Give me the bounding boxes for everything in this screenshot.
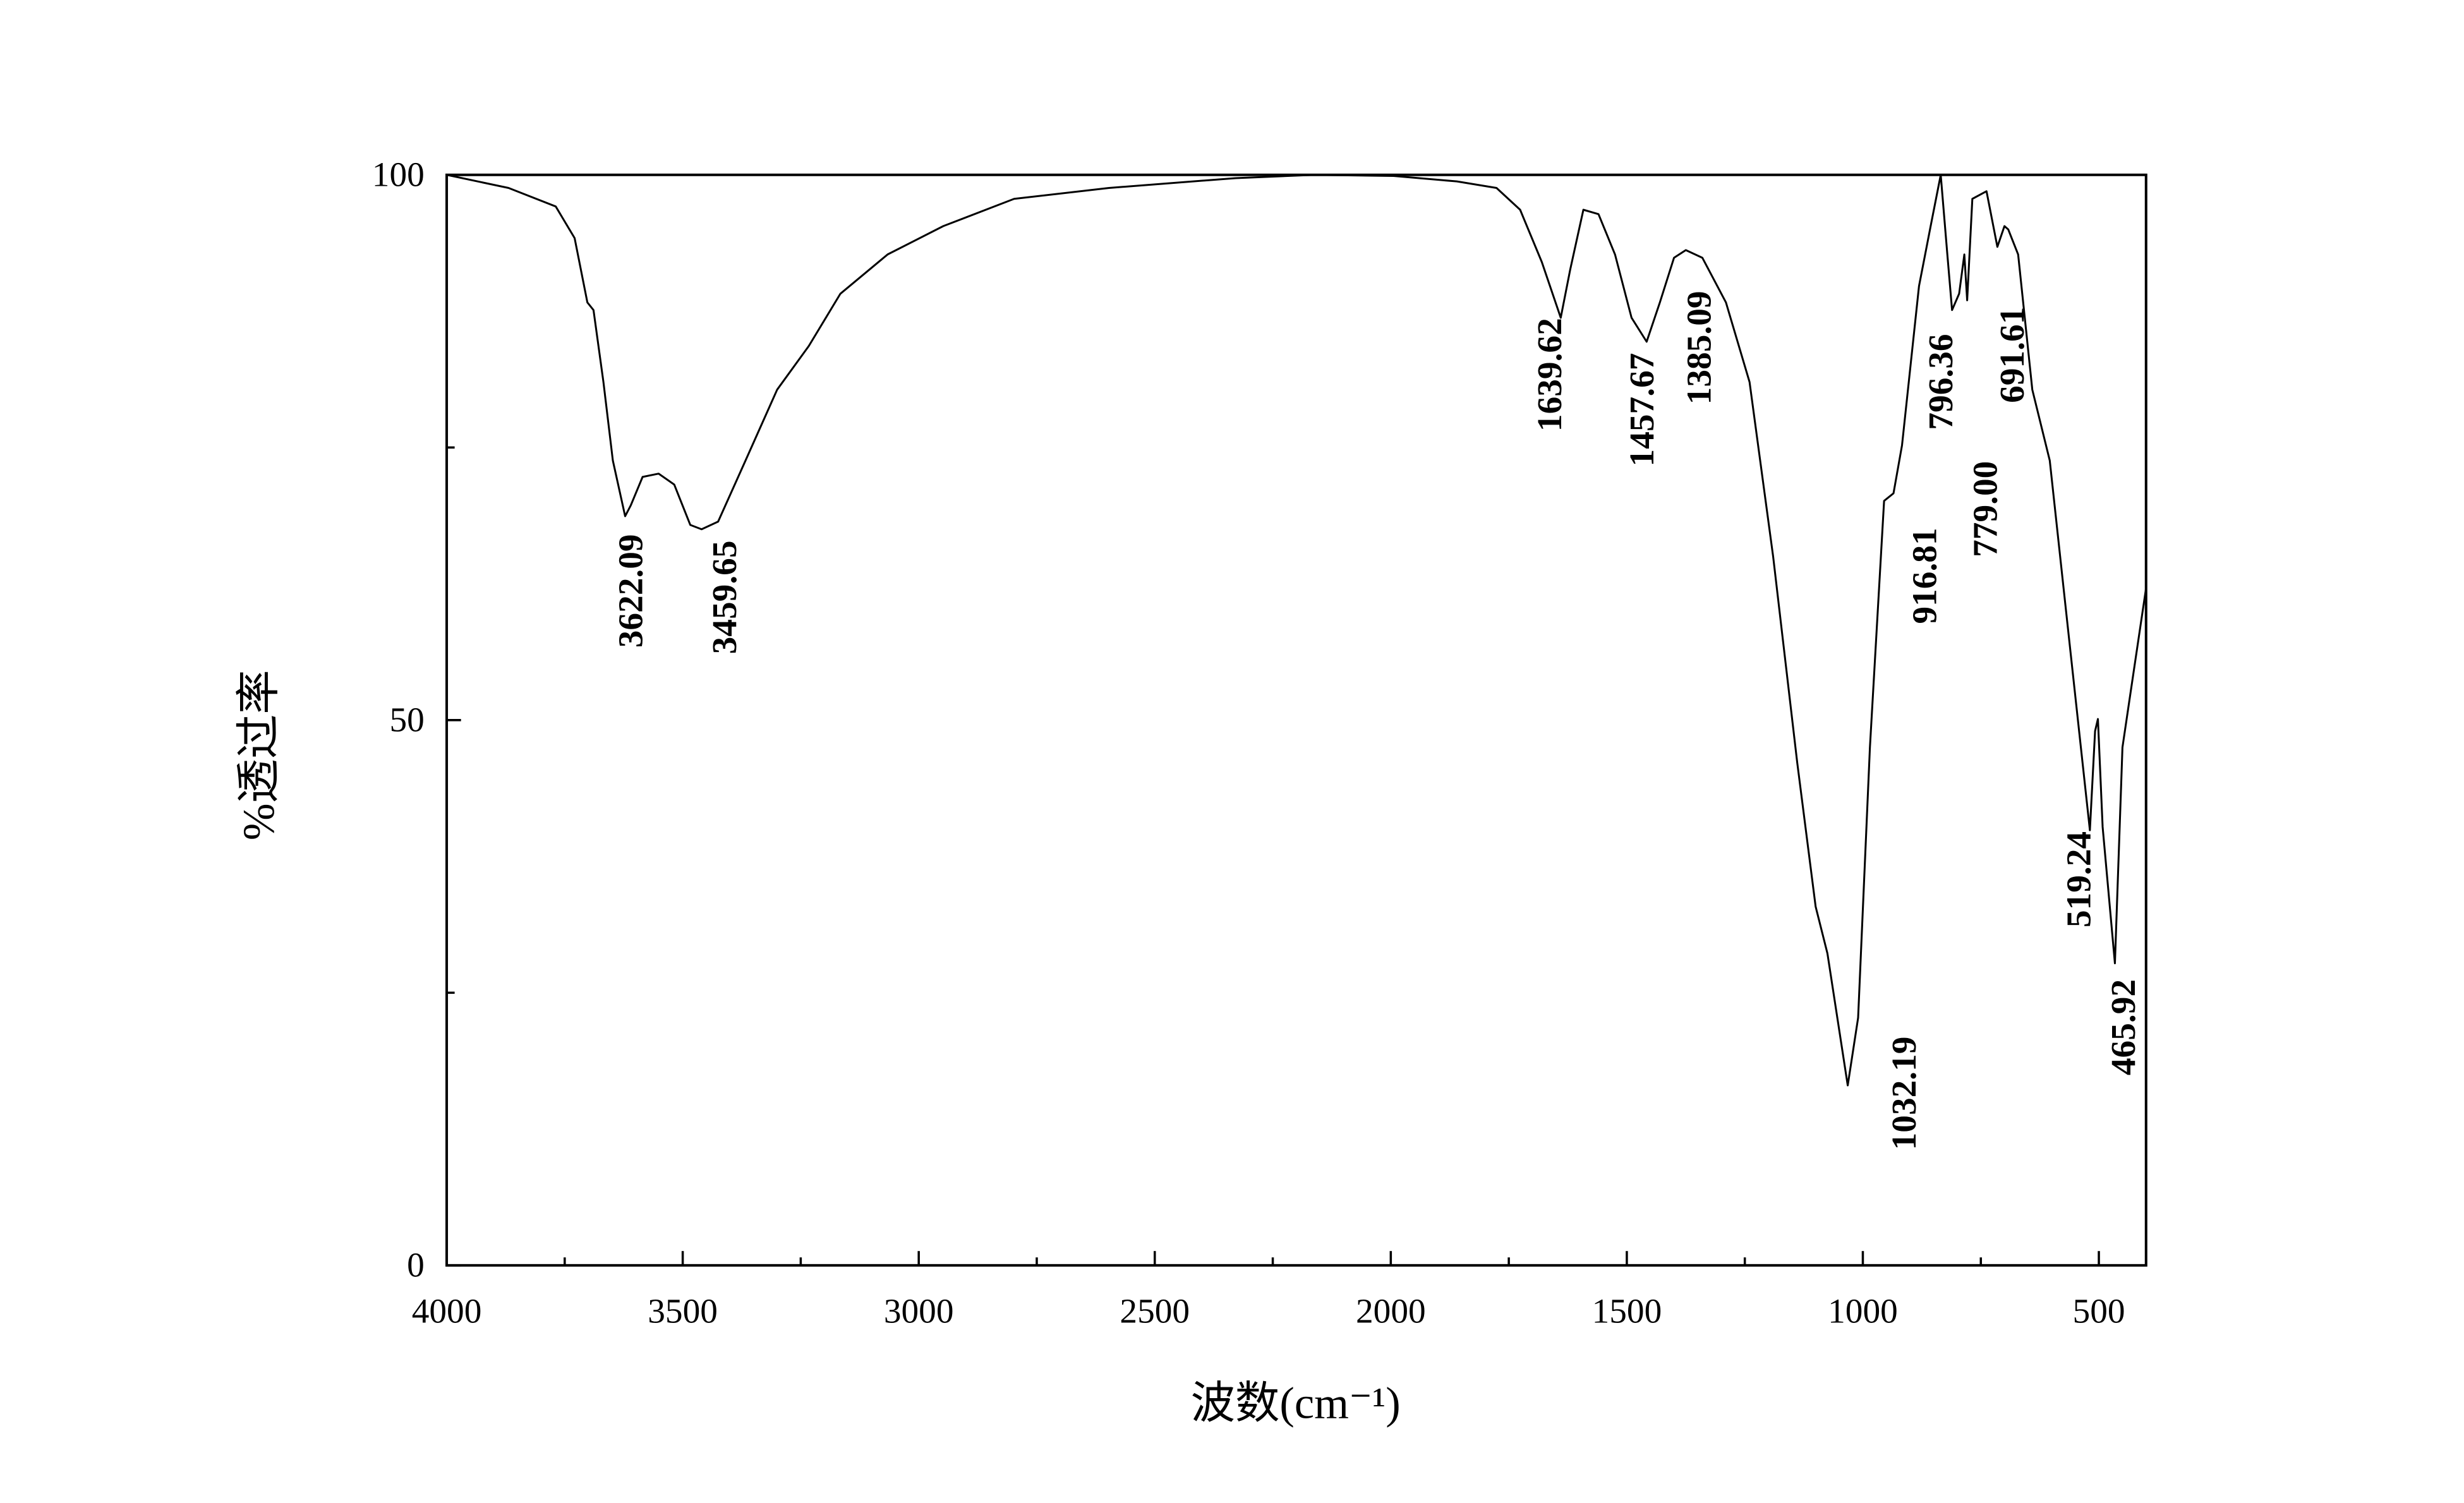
x-tick-label: 500 bbox=[2073, 1291, 2125, 1330]
x-axis-title: 波数(cm⁻¹) bbox=[1191, 1379, 1401, 1428]
x-tick-label: 2500 bbox=[1120, 1291, 1190, 1330]
peak-label: 916.81 bbox=[1905, 528, 1944, 624]
peak-label: 1032.19 bbox=[1885, 1037, 1923, 1150]
peak-label: 3622.09 bbox=[612, 534, 650, 648]
x-tick-label: 4000 bbox=[412, 1291, 482, 1330]
peak-label: 1639.62 bbox=[1530, 318, 1569, 432]
peak-label: 519.24 bbox=[2060, 831, 2098, 927]
peak-label: 1385.09 bbox=[1679, 291, 1718, 404]
x-tick-label: 2000 bbox=[1356, 1291, 1426, 1330]
y-tick-label: 100 bbox=[372, 155, 425, 193]
y-tick-label: 0 bbox=[407, 1245, 425, 1284]
peak-label: 465.92 bbox=[2104, 979, 2142, 1075]
y-axis-title: %透过率 bbox=[234, 670, 284, 840]
y-tick-label: 50 bbox=[389, 700, 424, 739]
x-tick-label: 1000 bbox=[1828, 1291, 1898, 1330]
peak-label: 796.36 bbox=[1921, 334, 1960, 430]
x-tick-label: 1500 bbox=[1592, 1291, 1662, 1330]
peak-label: 779.00 bbox=[1966, 461, 2004, 557]
x-tick-label: 3500 bbox=[648, 1291, 718, 1330]
peak-label: 1457.67 bbox=[1622, 353, 1661, 467]
spectrum-line bbox=[446, 174, 2147, 1087]
peak-label: 3459.65 bbox=[705, 540, 744, 654]
x-tick-label: 3000 bbox=[884, 1291, 954, 1330]
peak-label: 691.61 bbox=[1993, 307, 2031, 403]
